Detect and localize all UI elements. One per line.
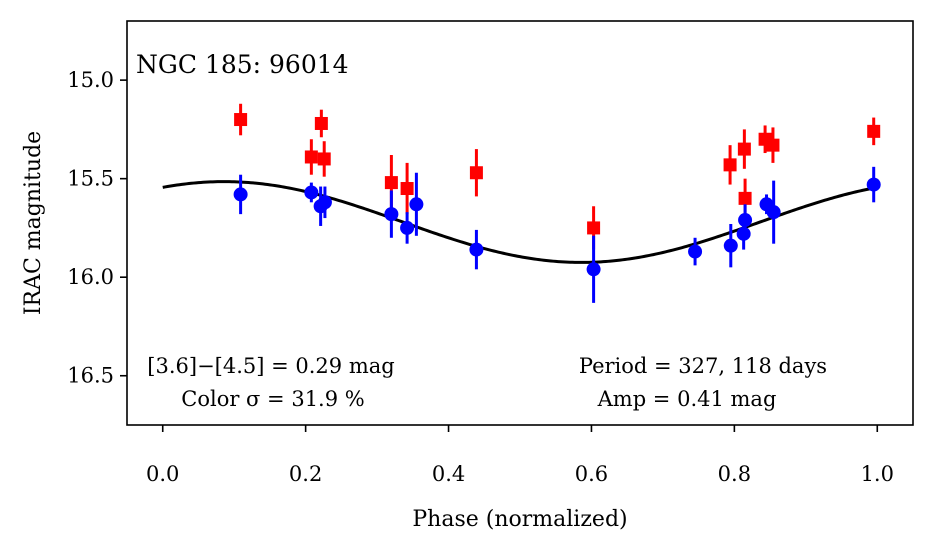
data-point-square <box>384 176 398 190</box>
data-point-circle <box>688 244 703 259</box>
data-point-square <box>766 138 780 152</box>
series-blue-circles <box>233 166 881 303</box>
y-axis-label: IRAC magnitude <box>21 131 46 315</box>
series-red-squares <box>234 103 881 250</box>
y-tick-label: 16.5 <box>67 364 114 388</box>
data-point-circle <box>400 220 415 235</box>
data-point-square <box>738 191 752 205</box>
data-point-circle <box>384 207 399 222</box>
data-point-circle <box>723 238 738 253</box>
data-point-circle <box>586 262 601 277</box>
x-tick-label: 0.2 <box>289 462 322 486</box>
fit-curve <box>162 180 878 264</box>
data-point-square <box>723 158 737 172</box>
color-annotation-line1: [3.6]−[4.5] = 0.29 mag <box>147 354 394 378</box>
color-annotation-line2: Color σ = 31.9 % <box>181 387 364 411</box>
data-point-circle <box>766 205 781 220</box>
data-point-square <box>304 150 318 164</box>
axes-frame <box>126 20 914 426</box>
y-tick-label: 15.0 <box>67 68 114 92</box>
x-tick-label: 1.0 <box>861 462 894 486</box>
y-tick-label: 16.0 <box>67 265 114 289</box>
x-tick-label: 0.4 <box>432 462 465 486</box>
data-point-square <box>317 152 331 166</box>
x-tick-label: 0.8 <box>718 462 751 486</box>
data-point-circle <box>233 187 248 202</box>
data-point-circle <box>317 195 332 210</box>
x-tick-label: 0.0 <box>146 462 179 486</box>
data-point-square <box>587 221 601 235</box>
data-point-circle <box>409 197 424 212</box>
chart-title: NGC 185: 96014 <box>136 50 349 79</box>
data-point-square <box>737 142 751 156</box>
x-axis-label: Phase (normalized) <box>412 507 627 532</box>
data-point-square <box>469 166 483 180</box>
y-tick-label: 15.5 <box>67 167 114 191</box>
data-point-square <box>234 113 248 127</box>
data-point-circle <box>866 177 881 192</box>
data-point-square <box>400 182 414 196</box>
period-annotation-line1: Period = 327, 118 days <box>579 354 827 378</box>
axes-frame-layer: 0.0 0.2 0.4 0.6 0.8 1.0 15.0 15.5 16.0 16.5 <box>67 20 914 486</box>
data-layer <box>162 103 881 303</box>
data-point-square <box>867 124 881 138</box>
period-annotation-line2: Amp = 0.41 mag <box>597 387 777 411</box>
x-tick-label: 0.6 <box>575 462 608 486</box>
data-point-circle <box>469 242 484 257</box>
data-point-circle <box>738 213 753 228</box>
data-point-square <box>314 116 328 130</box>
data-point-circle <box>304 185 319 200</box>
